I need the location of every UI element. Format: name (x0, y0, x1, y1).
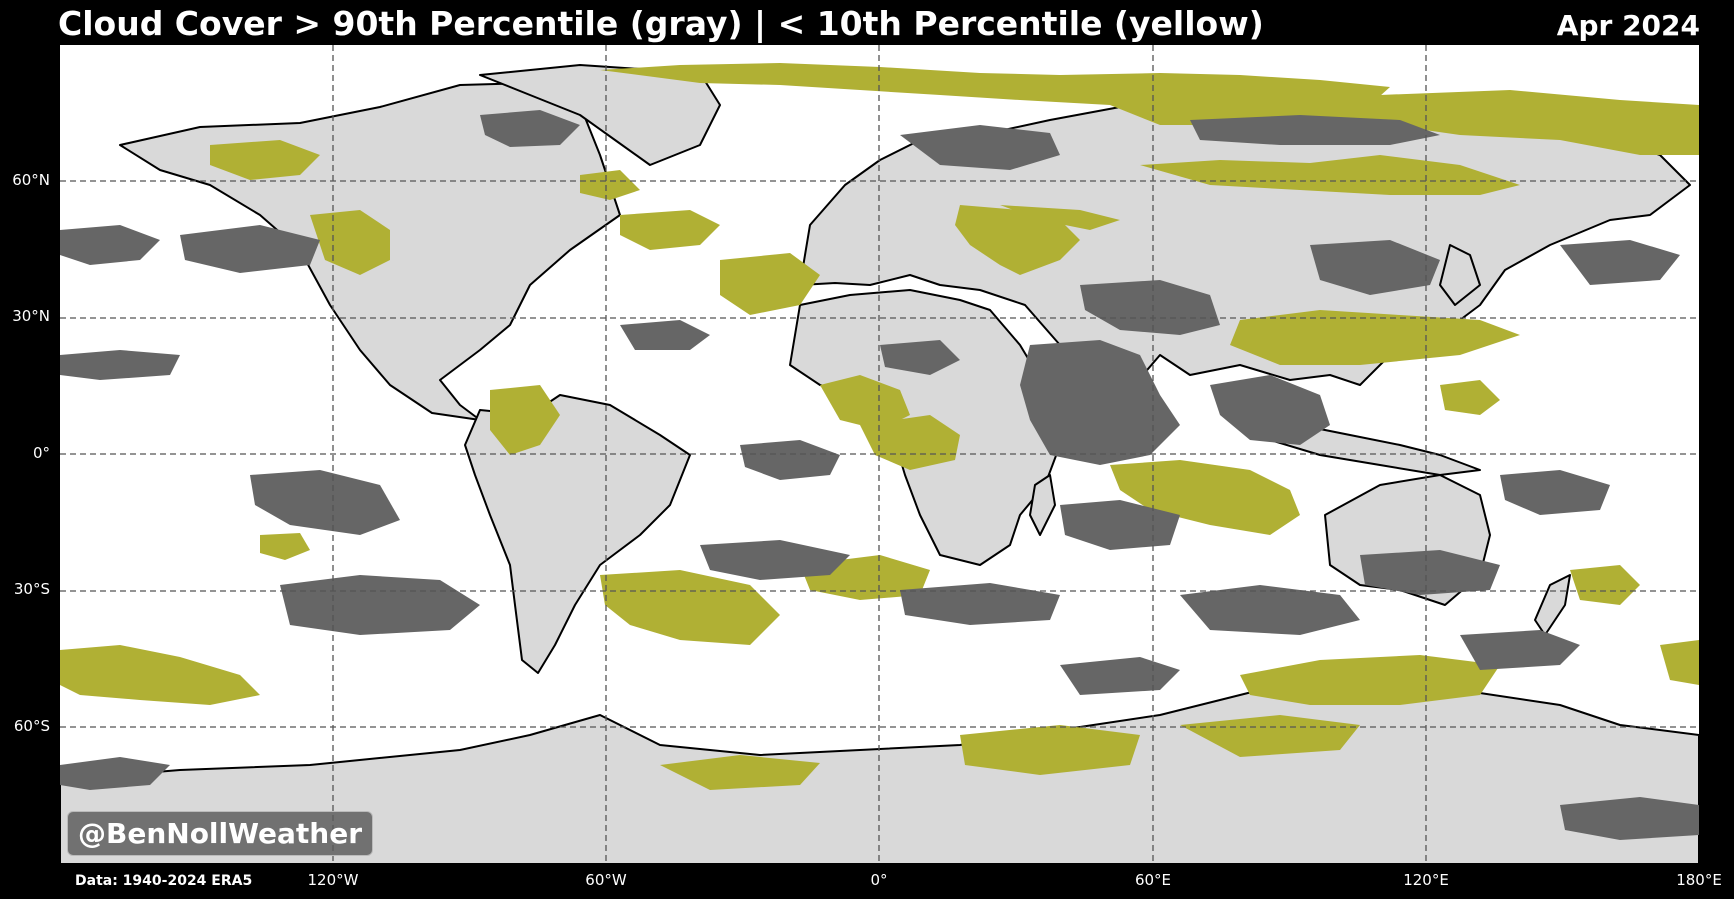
map-date: Apr 2024 (1556, 9, 1700, 42)
lon-label-60w: 60°W (585, 871, 627, 889)
lon-label-180e: 180°E (1676, 871, 1722, 889)
graticule (60, 45, 1699, 864)
above-90th-percentile-layer (60, 110, 1699, 840)
lon-label-60e: 60°E (1134, 871, 1172, 889)
lat-label-60s: 60°S (13, 717, 50, 735)
world-map (60, 45, 1699, 864)
lat-label-equator: 0° (32, 444, 50, 462)
lon-label-120w: 120°W (307, 871, 359, 889)
land-madagascar (1029, 474, 1056, 536)
land-new-zealand (1534, 574, 1571, 636)
land-south-america (464, 394, 691, 674)
below-10th-percentile-layer (60, 63, 1699, 790)
lat-label-30s: 30°S (13, 580, 50, 598)
map-title: Cloud Cover > 90th Percentile (gray) | <… (58, 4, 1264, 43)
data-source: Data: 1940-2024 ERA5 (75, 873, 253, 889)
author-credit: @BenNollWeather (67, 811, 374, 856)
land-japan (1439, 244, 1481, 306)
lon-label-120e: 120°E (1403, 871, 1449, 889)
lat-label-60n: 60°N (12, 171, 50, 189)
lon-label-0: 0° (870, 871, 888, 889)
lat-label-30n: 30°N (12, 307, 50, 325)
